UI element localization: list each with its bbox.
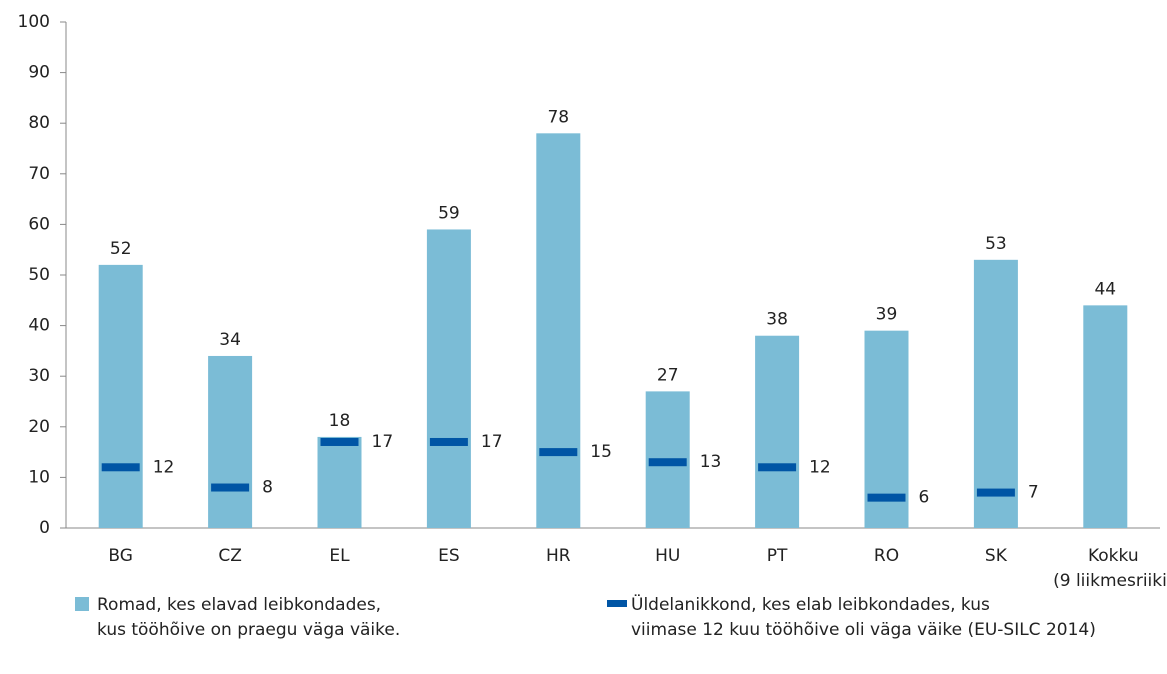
y-tick-label: 10 <box>28 467 50 487</box>
x-tick-label: Kokku (9 liikmesriiki) <box>1053 546 1167 591</box>
y-tick-label: 100 <box>18 12 50 32</box>
marker-value-label: 6 <box>919 488 930 508</box>
bar-value-label: 78 <box>547 107 569 127</box>
marker <box>867 493 906 502</box>
y-tick-label: 20 <box>28 417 50 437</box>
bar <box>208 355 253 528</box>
bar-value-label: 59 <box>438 203 460 223</box>
y-tick-label: 70 <box>28 164 50 184</box>
legend-label: Üldelanikkond, kes elab leibkondades, ku… <box>631 593 1096 640</box>
bar-value-label: 53 <box>985 234 1007 254</box>
bar-value-label: 18 <box>329 411 351 431</box>
x-tick-label: RO <box>874 546 899 566</box>
bar <box>536 133 581 528</box>
y-tick-label: 90 <box>28 63 50 83</box>
marker-value-label: 17 <box>372 432 394 452</box>
bar <box>973 259 1018 528</box>
marker-value-label: 13 <box>700 452 722 472</box>
bar <box>755 335 800 528</box>
y-tick-label: 0 <box>39 518 50 538</box>
bar-value-label: 27 <box>657 365 679 385</box>
legend-swatch <box>75 597 89 611</box>
y-tick-label: 50 <box>28 265 50 285</box>
bar <box>426 229 471 528</box>
marker <box>211 483 250 492</box>
bar <box>317 436 362 528</box>
bar <box>1083 305 1128 528</box>
bar-value-label: 34 <box>219 330 241 350</box>
marker-value-label: 8 <box>262 478 273 498</box>
marker <box>101 463 140 472</box>
marker <box>429 437 468 446</box>
y-tick-label: 40 <box>28 316 50 336</box>
x-tick-label: EL <box>329 546 350 566</box>
x-tick-label: PT <box>767 546 788 566</box>
y-tick-label: 60 <box>28 214 50 234</box>
x-tick-label: ES <box>438 546 460 566</box>
bar-value-label: 52 <box>110 239 132 259</box>
x-tick-label: HU <box>655 546 680 566</box>
marker-value-label: 7 <box>1028 483 1039 503</box>
legend-swatch <box>607 600 627 607</box>
bar-value-label: 38 <box>766 310 788 330</box>
marker-value-label: 15 <box>590 442 612 462</box>
marker-value-label: 17 <box>481 432 503 452</box>
marker <box>539 448 578 457</box>
bar <box>98 264 143 528</box>
x-tick-label: CZ <box>218 546 242 566</box>
y-tick-label: 30 <box>28 366 50 386</box>
marker <box>320 437 359 446</box>
marker <box>648 458 687 467</box>
marker-value-label: 12 <box>809 457 831 477</box>
marker-value-label: 12 <box>153 457 175 477</box>
marker <box>976 488 1015 497</box>
bar-value-label: 39 <box>876 305 898 325</box>
legend-label: Romad, kes elavad leibkondades, kus tööhõ… <box>97 595 400 640</box>
x-tick-label: BG <box>108 546 133 566</box>
x-tick-label: HR <box>546 546 571 566</box>
x-tick-label: SK <box>985 546 1008 566</box>
y-tick-label: 80 <box>28 113 50 133</box>
marker <box>758 463 797 472</box>
bar-value-label: 44 <box>1094 279 1116 299</box>
